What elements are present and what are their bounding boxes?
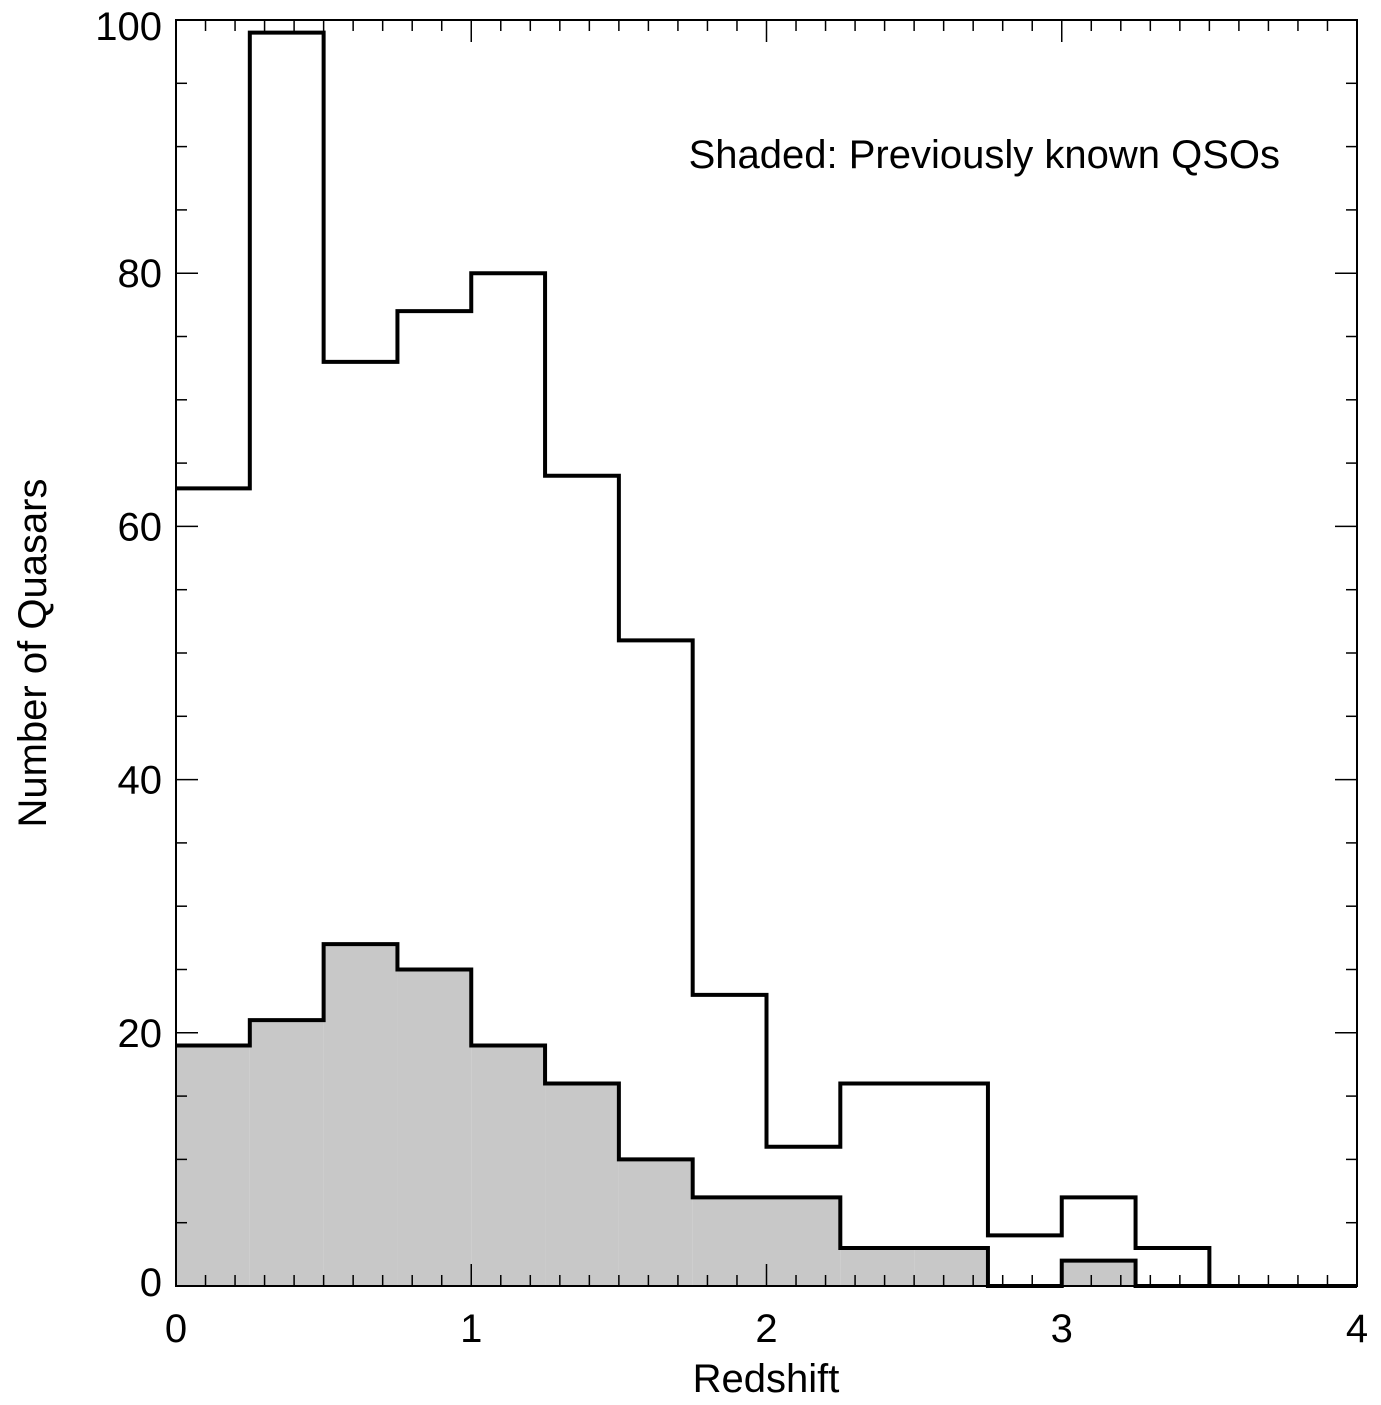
plot-frame bbox=[175, 19, 1358, 1287]
outline-series-layer bbox=[176, 30, 1357, 1288]
shaded-bar bbox=[176, 1045, 250, 1286]
shaded-bar bbox=[1061, 1260, 1136, 1286]
shaded-series-outline bbox=[176, 942, 1357, 1288]
y-tick-label: 0 bbox=[140, 1261, 162, 1305]
x-tick-label: 4 bbox=[1346, 1307, 1368, 1351]
shaded-bar bbox=[471, 1045, 546, 1286]
x-tick-label: 1 bbox=[460, 1307, 482, 1351]
shaded-bar bbox=[323, 944, 398, 1286]
y-tick-label: 20 bbox=[118, 1012, 163, 1056]
x-tick-label: 3 bbox=[1051, 1307, 1073, 1351]
x-tick-label: 2 bbox=[755, 1307, 777, 1351]
y-tick-label: 40 bbox=[118, 759, 163, 803]
shaded-series-layer bbox=[176, 942, 1357, 1288]
y-tick-label: 60 bbox=[118, 505, 163, 549]
shaded-bar bbox=[249, 1020, 324, 1286]
shaded-bar bbox=[397, 969, 472, 1286]
shaded-bar bbox=[840, 1248, 915, 1286]
x-axis-title: Redshift bbox=[693, 1357, 840, 1401]
shaded-bar bbox=[692, 1197, 767, 1286]
total-series-outline bbox=[176, 30, 1357, 1288]
legend-annotation: Shaded: Previously known QSOs bbox=[689, 133, 1280, 177]
shaded-bar bbox=[914, 1248, 988, 1286]
y-tick-label: 100 bbox=[95, 5, 162, 49]
y-tick-label: 80 bbox=[118, 252, 163, 296]
y-axis-title: Number of Quasars bbox=[11, 478, 55, 827]
x-tick-label: 0 bbox=[165, 1307, 187, 1351]
shaded-bar bbox=[618, 1159, 693, 1286]
shaded-bar bbox=[766, 1197, 841, 1286]
shaded-bar bbox=[545, 1083, 619, 1286]
